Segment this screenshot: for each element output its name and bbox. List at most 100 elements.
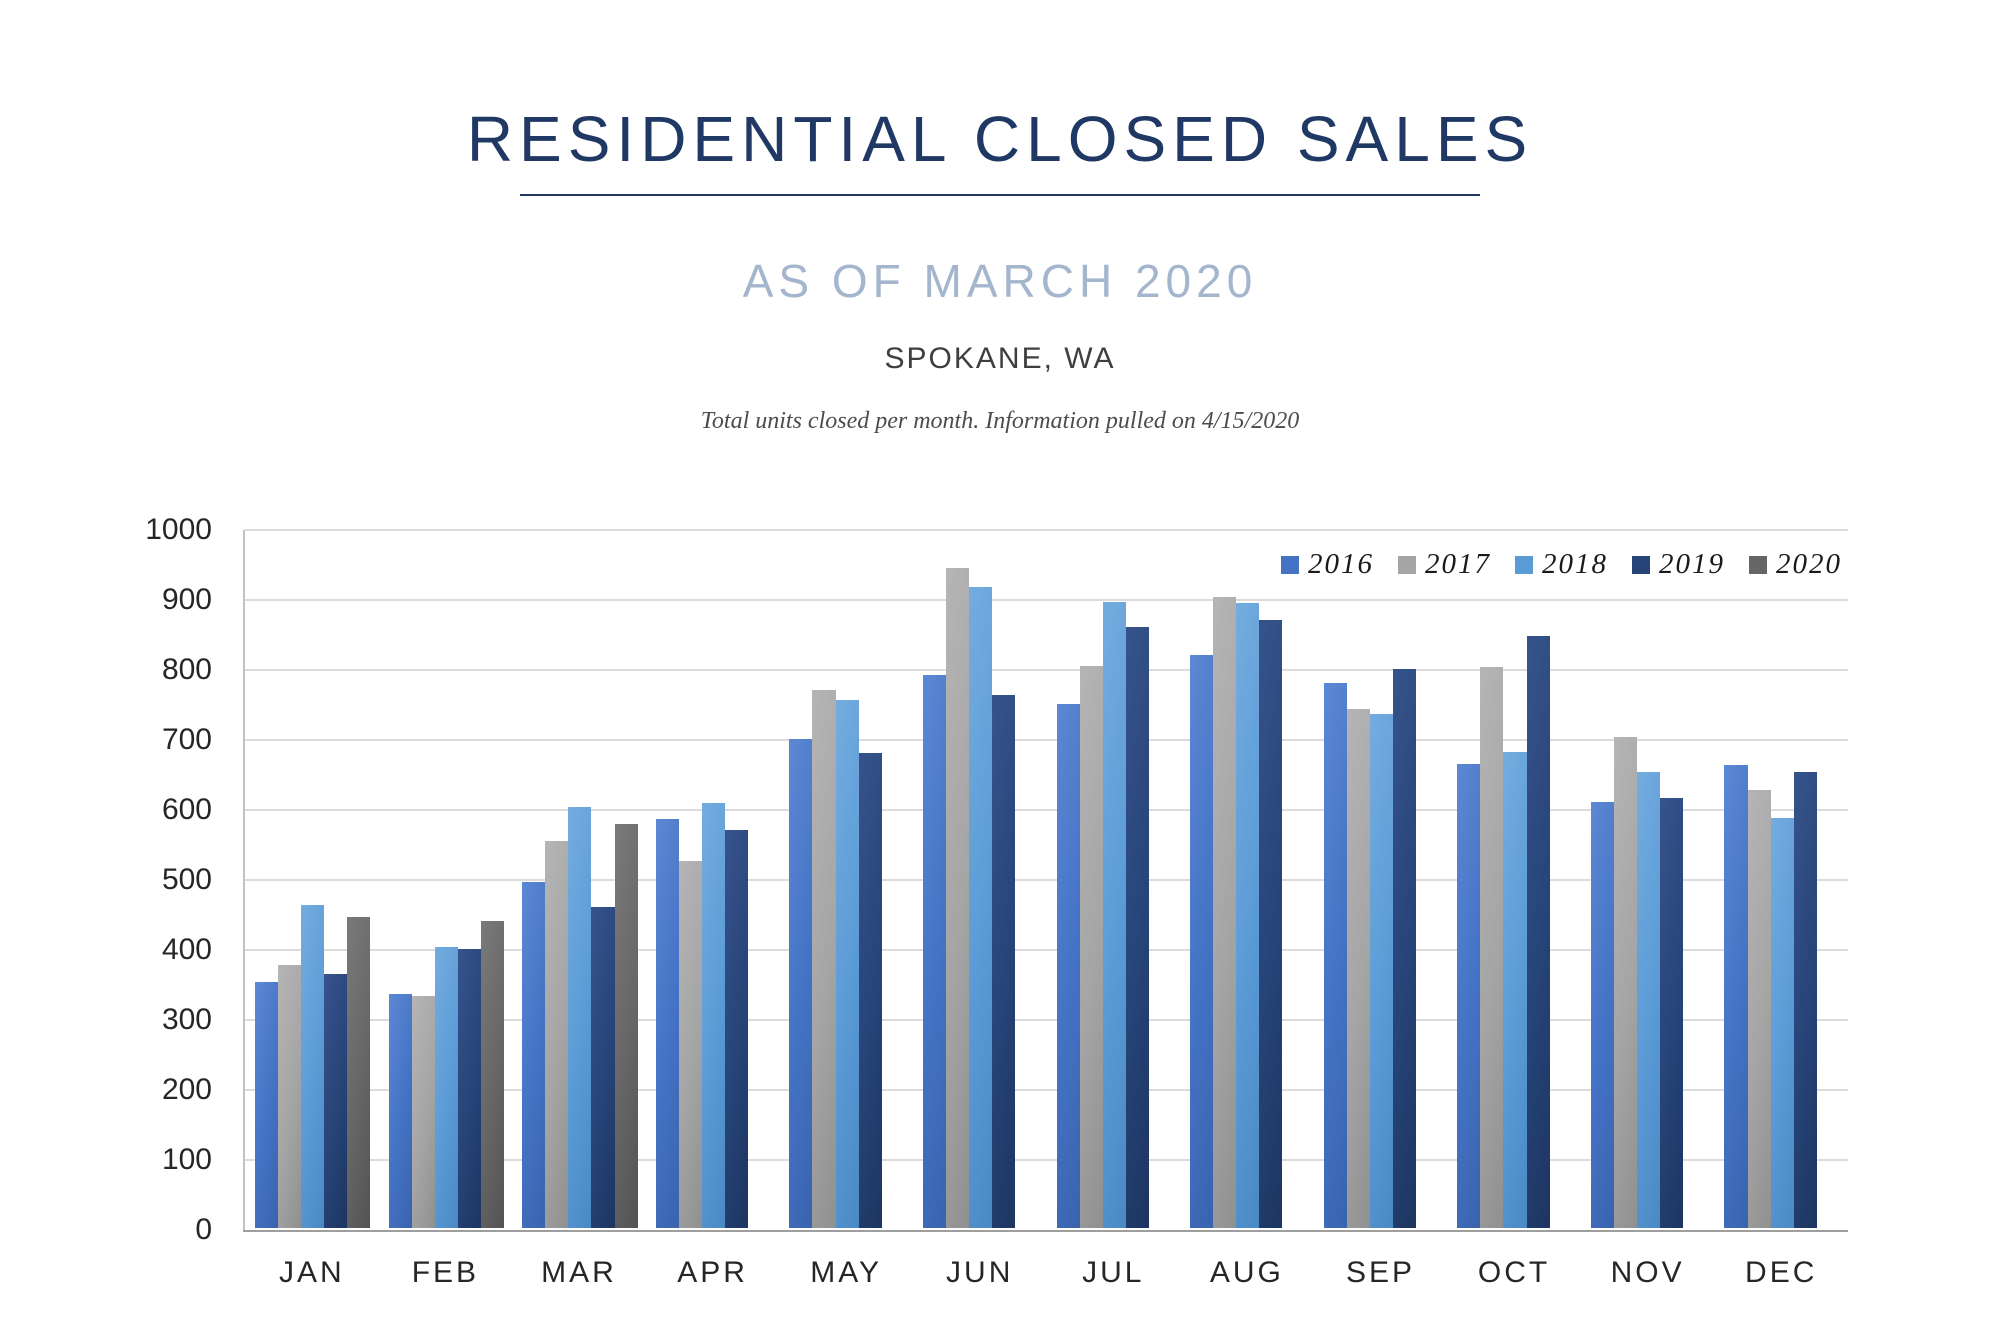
bar-NOV-2017 (1613, 736, 1638, 1228)
legend-item-2020: 2020 (1749, 548, 1842, 581)
x-tick-label-FEB: FEB (411, 1256, 480, 1289)
y-tick-label-200: 200 (161, 1073, 212, 1106)
y-axis-line (243, 530, 245, 1232)
bar-OCT-2019 (1526, 635, 1550, 1228)
y-tick-label-900: 900 (161, 583, 212, 616)
gridline-500 (245, 879, 1848, 881)
y-axis-labels: 0 100 200 300 400 500 600 700 800 900 1000 (0, 515, 212, 1245)
legend-swatch-2019 (1632, 555, 1650, 574)
chart-legend: 2016 2017 2018 2019 2020 (1281, 548, 1842, 581)
y-tick-label-700: 700 (161, 723, 212, 756)
y-tick-label-300: 300 (161, 1003, 212, 1036)
bar-JUN-2019 (992, 695, 1016, 1228)
bar-JAN-2019 (324, 973, 348, 1228)
y-tick-label-400: 400 (161, 933, 212, 966)
bar-OCT-2017 (1480, 667, 1504, 1228)
bar-FEB-2019 (457, 948, 481, 1228)
legend-item-2017: 2017 (1398, 548, 1491, 581)
legend-swatch-2016 (1281, 555, 1299, 574)
gridline-100 (245, 1159, 1848, 1161)
legend-swatch-2017 (1398, 555, 1416, 574)
x-tick-label-JAN: JAN (278, 1256, 345, 1289)
legend-label-2018: 2018 (1542, 548, 1608, 580)
bar-SEP-2017 (1346, 709, 1370, 1228)
title-underline (520, 194, 1480, 196)
bar-FEB-2017 (411, 995, 435, 1228)
legend-item-2016: 2016 (1281, 548, 1374, 581)
y-tick-label-600: 600 (161, 793, 212, 826)
bar-JAN-2016 (255, 982, 279, 1228)
page-title: RESIDENTIAL CLOSED SALES (466, 103, 1534, 175)
bar-FEB-2016 (388, 993, 412, 1228)
bar-AUG-2019 (1259, 620, 1283, 1228)
bar-AUG-2016 (1190, 654, 1214, 1228)
bar-JUN-2017 (946, 567, 970, 1228)
footnote-text: Total units closed per month. Informatio… (700, 408, 1300, 434)
bar-OCT-2016 (1457, 763, 1481, 1228)
bar-JAN-2018 (301, 904, 325, 1228)
x-tick-label-DEC: DEC (1745, 1256, 1818, 1289)
y-tick-label-1000: 1000 (145, 513, 212, 546)
bar-NOV-2019 (1660, 798, 1684, 1228)
gridline-1000 (245, 529, 1848, 531)
x-tick-label-OCT: OCT (1477, 1256, 1551, 1289)
bar-NOV-2018 (1637, 771, 1661, 1228)
x-tick-label-NOV: NOV (1610, 1256, 1685, 1289)
page-subtitle: AS OF MARCH 2020 (742, 255, 1258, 307)
bar-NOV-2016 (1590, 802, 1614, 1228)
gridline-800 (245, 669, 1848, 671)
bar-JUL-2018 (1102, 602, 1126, 1228)
bar-MAY-2019 (858, 753, 882, 1228)
y-tick-label-100: 100 (161, 1143, 212, 1176)
bar-JUN-2018 (969, 586, 993, 1228)
x-axis-line (243, 1230, 1848, 1232)
x-tick-label-MAY: MAY (810, 1256, 883, 1289)
bar-JAN-2017 (278, 964, 302, 1228)
bar-DEC-2018 (1770, 817, 1794, 1228)
legend-label-2020: 2020 (1776, 548, 1842, 580)
bar-MAY-2018 (835, 700, 859, 1228)
bar-JUL-2017 (1079, 665, 1103, 1228)
legend-label-2016: 2016 (1308, 548, 1374, 580)
legend-swatch-2020 (1749, 555, 1767, 574)
bar-JUN-2016 (922, 675, 946, 1228)
bar-MAR-2020 (614, 824, 638, 1228)
x-tick-label-APR: APR (677, 1256, 748, 1289)
bar-APR-2016 (655, 818, 679, 1228)
bar-APR-2017 (678, 861, 702, 1228)
gridline-700 (245, 739, 1848, 741)
bar-MAY-2017 (812, 690, 836, 1228)
location-label: SPOKANE, WA (884, 342, 1116, 375)
bar-SEP-2018 (1369, 713, 1393, 1228)
bar-JUL-2016 (1056, 704, 1080, 1228)
bar-FEB-2018 (434, 947, 458, 1228)
legend-label-2019: 2019 (1659, 548, 1725, 580)
legend-item-2019: 2019 (1632, 548, 1725, 581)
gridline-900 (245, 599, 1848, 601)
legend-item-2018: 2018 (1515, 548, 1608, 581)
y-tick-label-800: 800 (161, 653, 212, 686)
bar-SEP-2016 (1323, 682, 1347, 1228)
bar-APR-2018 (701, 803, 726, 1228)
gridline-400 (245, 949, 1848, 951)
x-tick-label-JUL: JUL (1082, 1256, 1145, 1289)
gridline-600 (245, 809, 1848, 811)
bar-MAR-2017 (545, 840, 569, 1228)
x-tick-label-MAR: MAR (541, 1256, 617, 1289)
bar-MAR-2016 (522, 882, 546, 1228)
bar-FEB-2020 (480, 920, 505, 1228)
bar-DEC-2019 (1793, 771, 1817, 1228)
bar-chart-plot-area: 2016 2017 2018 2019 2020 JAN FEB MAR APR MAY JUN J… (243, 529, 1848, 1289)
bar-DEC-2016 (1724, 764, 1748, 1228)
bar-MAR-2018 (568, 807, 592, 1228)
bar-DEC-2017 (1747, 789, 1771, 1228)
bar-AUG-2018 (1236, 602, 1260, 1228)
bar-JUL-2019 (1125, 627, 1149, 1228)
x-tick-label-AUG: AUG (1209, 1256, 1284, 1289)
y-tick-label-0: 0 (195, 1213, 212, 1246)
bar-SEP-2019 (1392, 669, 1417, 1228)
legend-swatch-2018 (1515, 555, 1533, 574)
bar-AUG-2017 (1213, 597, 1237, 1228)
gridline-200 (245, 1089, 1848, 1091)
legend-label-2017: 2017 (1425, 548, 1491, 580)
